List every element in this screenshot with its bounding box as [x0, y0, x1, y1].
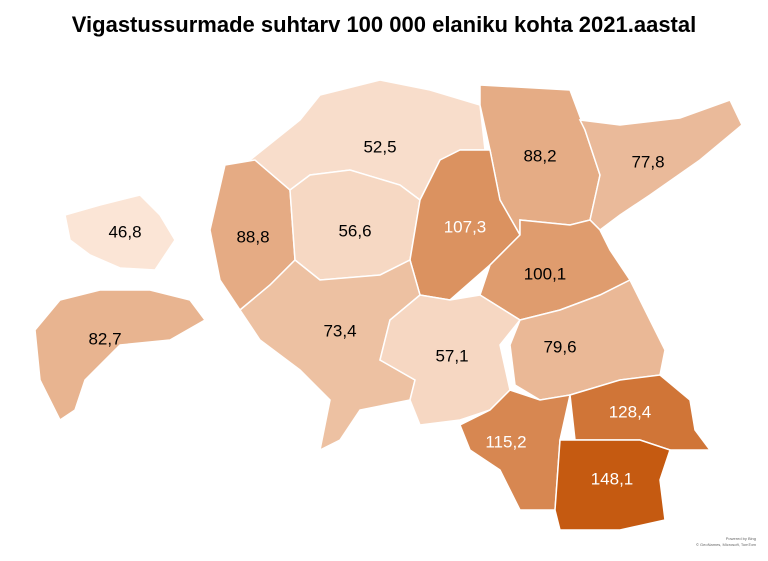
value-label: 88,8: [236, 227, 269, 246]
value-label: 77,8: [631, 152, 664, 171]
region: [554, 439, 671, 531]
value-label: 100,1: [524, 264, 567, 283]
value-label: 79,6: [543, 337, 576, 356]
region: [578, 99, 743, 231]
regions: [34, 79, 743, 531]
value-label: 56,6: [338, 221, 371, 240]
map-title: Vigastussurmade suhtarv 100 000 elaniku …: [72, 12, 696, 37]
credit: © GeoNames, Microsoft, TomTom: [696, 542, 757, 547]
labels: 52,5 88,2 77,8 46,8 88,8 56,6 107,3 100,1 82,7 73…: [88, 137, 664, 488]
value-label: 128,4: [609, 402, 652, 421]
value-label: 115,2: [485, 432, 526, 451]
value-label: 88,2: [523, 146, 556, 165]
value-label: 52,5: [363, 137, 396, 156]
value-label: 73,4: [323, 321, 356, 340]
region: [34, 289, 207, 422]
value-label: 57,1: [435, 346, 468, 365]
value-label: 148,1: [591, 469, 634, 488]
value-label: 107,3: [444, 217, 487, 236]
value-label: 82,7: [88, 329, 121, 348]
value-label: 46,8: [108, 222, 141, 241]
credit: Powered by Bing: [726, 536, 756, 541]
region: [64, 194, 176, 271]
